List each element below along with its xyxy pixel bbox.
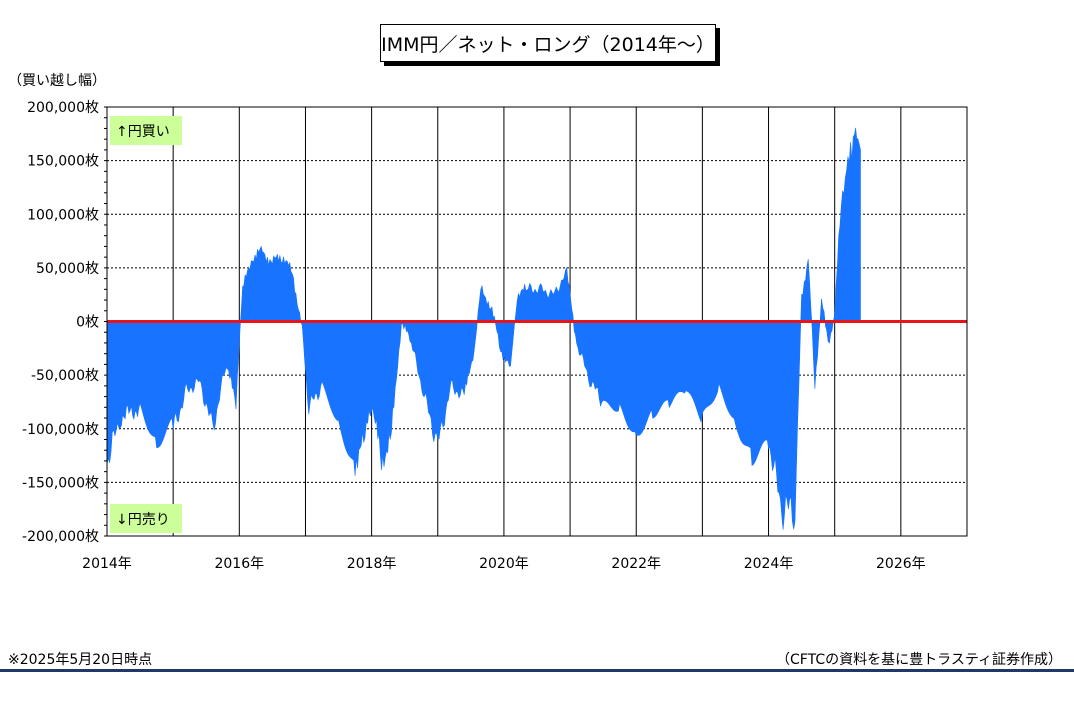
y-tick-label: 100,000枚 — [27, 207, 99, 223]
y-tick-label: 50,000枚 — [36, 261, 99, 277]
annotation-yen-buy-bg — [110, 116, 182, 145]
y-tick-label: -150,000枚 — [22, 475, 99, 491]
footnote-date: ※2025年5月20日時点 — [8, 652, 153, 668]
x-tick-label: 2014年 — [82, 556, 132, 572]
grid — [104, 106, 967, 537]
plot-frame — [106, 106, 968, 537]
x-tick-label: 2024年 — [744, 556, 794, 572]
annotation-yen-buy: ↑円買い — [116, 124, 170, 140]
x-tick-label: 2022年 — [611, 556, 661, 572]
source-note: （CFTCの資料を基に豊トラスティ証券作成） — [776, 652, 1062, 668]
x-tick-label: 2018年 — [347, 556, 397, 572]
y-tick-label: -200,000枚 — [22, 529, 99, 545]
y-axis-ticks: 200,000枚 150,000枚 100,000枚 50,000枚 0枚 -50,000… — [22, 100, 99, 545]
bottom-rule — [0, 669, 1074, 672]
x-axis-ticks: 2014年 2016年 2018年 2020年 2022年 2024年 2026年 — [82, 556, 925, 572]
chart-title: IMM円／ネット・ロング（2014年～） — [380, 24, 716, 62]
y-tick-label: -100,000枚 — [22, 422, 99, 438]
x-tick-label: 2026年 — [876, 556, 926, 572]
net-long-area — [106, 127, 861, 530]
x-tick-label: 2020年 — [479, 556, 529, 572]
y-tick-label: 0枚 — [76, 315, 99, 331]
annotation-yen-sell: ↓円売り — [116, 512, 170, 528]
x-tick-label: 2016年 — [214, 556, 264, 572]
y-tick-label: 200,000枚 — [27, 100, 99, 116]
y-axis-unit-label: （買い越し幅） — [8, 73, 106, 89]
y-tick-label: 150,000枚 — [27, 154, 99, 170]
y-tick-label: -50,000枚 — [31, 368, 99, 384]
annotation-yen-sell-bg — [110, 504, 182, 533]
